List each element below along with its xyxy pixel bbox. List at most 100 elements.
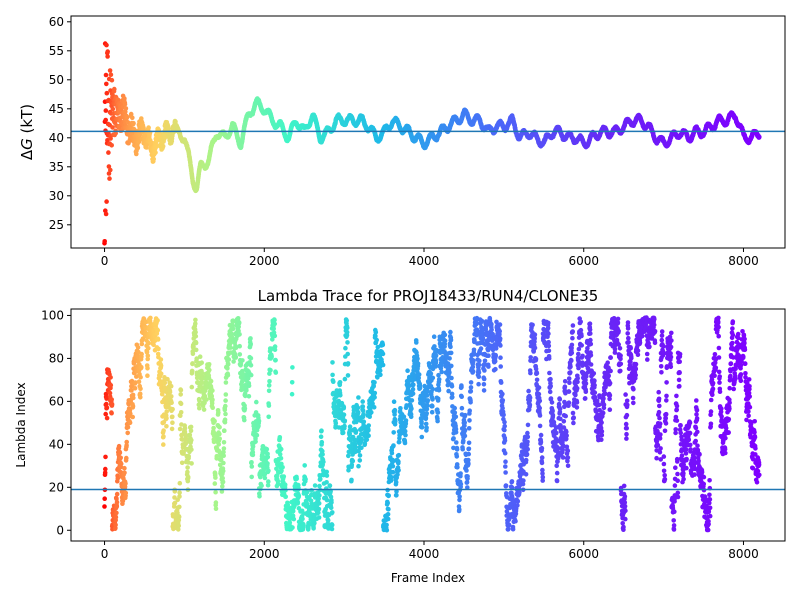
lambda-points [102,315,762,533]
lambda-point [138,374,143,380]
lambda-point [139,351,144,357]
lambda-point [118,455,123,461]
x-tick-label: 6000 [568,254,599,268]
delta-g-point [130,115,135,121]
lambda-point [155,318,160,323]
lambda-point [223,403,228,409]
lambda-point [113,514,119,520]
delta-g-point [104,81,109,87]
lambda-point [193,340,199,346]
delta-g-point [106,164,112,169]
lambda-point [178,410,184,415]
x-tick-label: 0 [101,254,109,268]
delta-g-point [123,106,129,111]
delta-g-point [135,145,141,151]
lambda-point [169,426,175,432]
delta-g-point [123,109,128,115]
delta-g-point [149,140,154,146]
delta-g-point [102,239,107,244]
lambda-point [124,439,129,445]
lambda-point [114,504,120,509]
lambda-point [145,353,151,359]
lambda-point [114,499,120,505]
lambda-point [213,489,218,495]
lambda-point [102,504,107,509]
lambda-point [104,405,110,410]
lambda-point [231,359,236,364]
delta-g-point [103,211,109,217]
lambda-point [138,386,143,392]
delta-g-point [110,106,116,112]
delta-g-point [115,97,121,103]
lambda-point [197,405,202,411]
lambda-point [161,428,166,433]
lambda-point [176,514,182,520]
lambda-point [178,392,183,397]
lambda-point [189,447,194,452]
lambda-point [117,450,123,456]
lambda-point [201,407,207,412]
lambda-point [233,354,239,360]
lambda-point [167,389,173,395]
lambda-point [178,401,184,407]
delta-g-point [136,139,142,144]
delta-g-point [122,102,128,107]
lambda-point [123,481,128,486]
lambda-point [122,465,127,471]
delta-g-point [122,96,127,101]
lambda-point [225,366,230,371]
lambda-point [188,424,194,430]
lambda-point [221,460,226,466]
lambda-point [211,425,216,431]
delta-g-point [757,134,762,140]
lambda-point [208,378,214,384]
lambda-chart-title: Lambda Trace for PROJ18433/RUN4/CLONE35 [258,287,599,305]
lambda-point [103,454,108,460]
lambda-point [177,426,183,432]
lambda-point [222,417,228,423]
delta-g-point [153,150,158,155]
lambda-point [223,411,228,417]
delta-g-point [146,125,151,130]
delta-g-point [106,150,111,155]
lambda-point [139,364,144,370]
lambda-panel: Lambda Trace for PROJ18433/RUN4/CLONE35 … [14,287,786,585]
lambda-point [220,484,225,489]
lambda-point [207,367,212,373]
lambda-point [186,454,191,459]
delta-g-point [160,144,166,149]
lambda-point [212,418,217,424]
lambda-point [127,420,133,426]
lambda-point [189,461,194,466]
lambda-point [178,387,184,393]
lambda-point [158,363,164,369]
lambda-point [185,474,191,480]
delta-g-point [105,49,110,54]
lambda-point [131,395,136,401]
lambda-point [199,360,204,366]
lambda-point [108,382,114,388]
lambda-point [109,410,114,416]
lambda-point [104,415,110,421]
delta-g-point [124,114,130,120]
y-tick-label: 40 [49,131,64,145]
delta-g-point [104,90,110,96]
lambda-point [123,490,129,496]
lambda-point [179,460,185,466]
lambda-point [189,437,194,443]
lambda-point [217,436,222,442]
lambda-point [158,357,164,362]
lambda-point [193,329,198,335]
lambda-point [220,468,226,474]
lambda-point [161,434,166,439]
lambda-point [182,426,188,431]
lambda-point [145,341,151,346]
delta-g-point [103,108,109,113]
lambda-point [237,352,243,357]
delta-g-point [162,133,168,138]
lambda-point [114,491,120,497]
lambda-point [109,402,115,407]
lambda-point [177,504,182,510]
delta-g-point [104,42,109,48]
